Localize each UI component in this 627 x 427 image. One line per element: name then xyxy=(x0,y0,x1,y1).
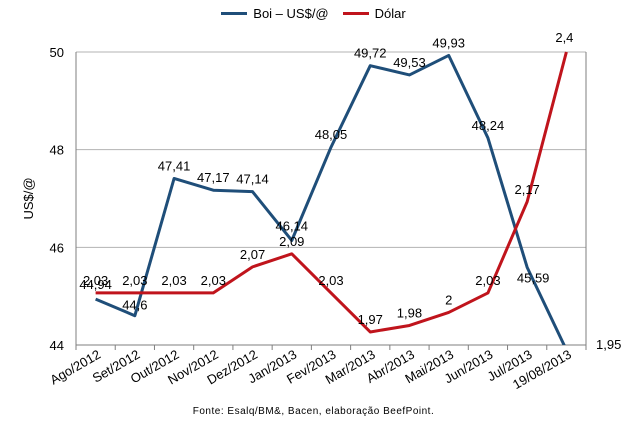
y2-tick-label: 1,95 xyxy=(596,337,621,352)
series-line-dolar xyxy=(95,51,568,334)
series-line-boi xyxy=(95,53,566,345)
y-axis-title: US$/@ xyxy=(21,177,36,219)
data-label-boi: 47,17 xyxy=(197,170,230,185)
chart-legend: Boi – US$/@ Dólar xyxy=(0,6,627,21)
data-label-dolar: 2 xyxy=(445,292,452,307)
data-label-dolar: 2,03 xyxy=(475,273,500,288)
source-note: Fonte: Esalq/BM&, Bacen, elaboração Beef… xyxy=(192,406,435,417)
data-label-dolar: 2,4 xyxy=(555,30,573,45)
data-label-dolar: 2,03 xyxy=(122,273,147,288)
data-label-dolar: 2,03 xyxy=(318,273,343,288)
data-label-dolar: 2,03 xyxy=(201,273,226,288)
data-label-boi: 48,05 xyxy=(315,127,348,142)
data-label-boi: 49,93 xyxy=(432,35,465,50)
data-label-dolar: 2,09 xyxy=(279,234,304,249)
data-label-dolar: 2,17 xyxy=(514,182,539,197)
data-label-boi: 44,94 xyxy=(79,277,112,292)
data-label-boi: 48,24 xyxy=(472,118,505,133)
y-tick-label: 48 xyxy=(50,143,64,158)
legend-swatch-dolar xyxy=(342,12,369,15)
y-tick-label: 46 xyxy=(50,240,64,255)
data-label-boi: 47,41 xyxy=(158,158,191,173)
data-label-boi: 46,14 xyxy=(275,218,308,233)
data-label-boi: 47,14 xyxy=(236,172,269,187)
legend-label-boi: Boi – US$/@ xyxy=(253,6,329,21)
legend-item-boi: Boi – US$/@ xyxy=(221,6,329,21)
data-label-boi: 44,6 xyxy=(122,298,147,313)
data-label-dolar: 2,03 xyxy=(83,273,108,288)
data-label-dolar: 2,03 xyxy=(161,273,186,288)
y-tick-label: 44 xyxy=(50,338,64,353)
legend-item-dolar: Dólar xyxy=(342,6,406,21)
data-label-dolar: 1,98 xyxy=(397,305,422,320)
data-label-boi: 45,59 xyxy=(517,270,550,285)
data-label-boi: 49,72 xyxy=(354,46,387,61)
legend-label-dolar: Dólar xyxy=(374,6,406,21)
data-label-boi: 49,53 xyxy=(393,55,426,70)
data-label-dolar: 1,97 xyxy=(358,312,383,327)
y-tick-label: 50 xyxy=(50,45,64,60)
data-label-dolar: 2,07 xyxy=(240,247,265,262)
legend-swatch-boi xyxy=(221,12,248,15)
